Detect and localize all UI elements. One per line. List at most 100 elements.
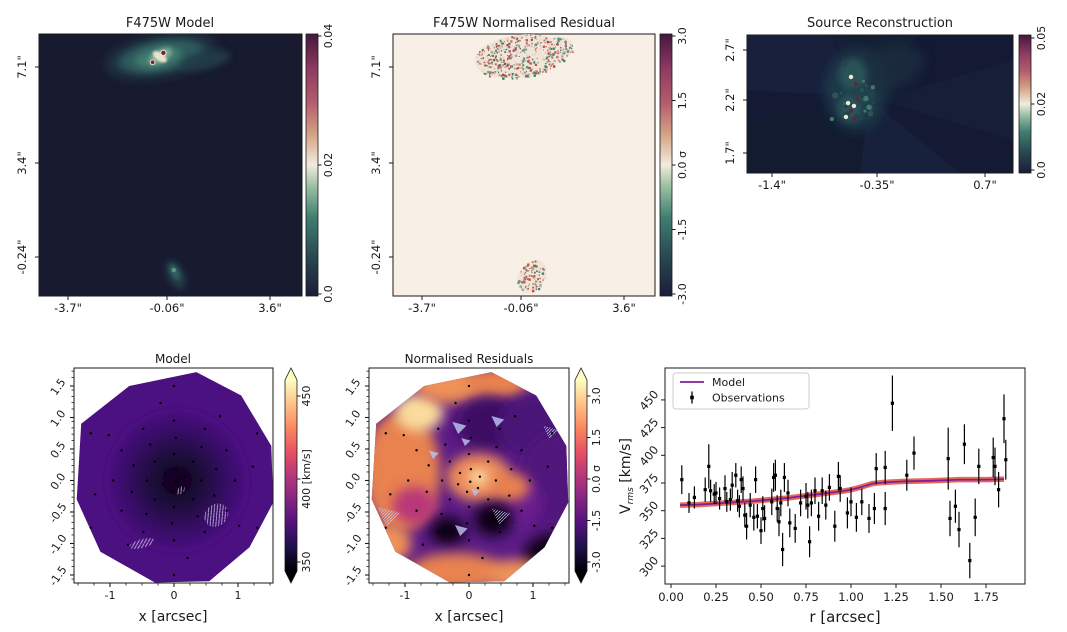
speckle: [524, 266, 527, 268]
speckle: [535, 282, 538, 285]
speckle: [506, 64, 510, 67]
panel-frame: [392, 33, 656, 297]
speckle: [504, 66, 506, 68]
speckle: [533, 73, 535, 76]
speckle: [554, 62, 557, 65]
speckle: [494, 57, 497, 59]
ylabel-vrms: Vrms [km/s]: [618, 438, 636, 514]
speckle: [486, 64, 488, 67]
speckle: [488, 59, 490, 61]
speckle: [482, 60, 485, 63]
speckle: [496, 51, 499, 54]
speckle: [564, 45, 568, 48]
speckle: [532, 283, 534, 285]
sample-point: [469, 467, 473, 471]
speckle: [534, 40, 538, 43]
speckle: [502, 42, 505, 45]
speckle: [557, 37, 560, 40]
speckle: [505, 65, 508, 68]
sample-point: [107, 433, 110, 437]
speckle: [558, 43, 561, 45]
source-clump: [839, 91, 843, 95]
observation-point: [948, 516, 952, 521]
speckle: [540, 285, 542, 287]
sample-point: [427, 464, 430, 467]
speckle: [487, 71, 489, 74]
speckle: [486, 62, 488, 64]
observation-point: [770, 500, 774, 504]
sample-point: [487, 460, 490, 463]
speckle: [501, 47, 503, 49]
observation-point: [804, 494, 808, 498]
colorbar-tick-label: 0.05: [1035, 26, 1048, 51]
speckle: [534, 45, 537, 47]
speckle: [545, 37, 548, 40]
y-tick-label: 450: [637, 387, 662, 413]
speckle: [506, 52, 508, 54]
speckle: [483, 61, 485, 63]
speckle: [503, 74, 506, 77]
speckle: [531, 66, 534, 69]
sample-point: [467, 505, 471, 509]
speckle: [532, 286, 535, 289]
x-tick-label: -3.7": [54, 301, 82, 315]
speckle: [531, 261, 534, 263]
colorbar-tick-label: 1.5: [590, 429, 603, 447]
observation-point: [793, 526, 797, 531]
speckle: [551, 56, 554, 59]
speckle: [496, 48, 499, 50]
observation-point: [890, 401, 894, 405]
speckle: [505, 44, 508, 46]
speckle: [524, 76, 527, 78]
speckle: [560, 49, 562, 52]
sample-point: [238, 524, 241, 528]
sample-point: [192, 498, 195, 501]
sample-point: [213, 494, 216, 497]
speckle: [511, 55, 513, 57]
speckle: [513, 37, 515, 39]
speckle: [485, 55, 489, 58]
xlabel-kinematics-residuals: x [arcsec]: [435, 609, 504, 625]
speckle: [555, 43, 558, 45]
speckle: [554, 55, 556, 58]
observation-point: [973, 515, 977, 519]
speckle: [518, 280, 521, 283]
speckle: [489, 66, 491, 69]
source-glow: [846, 45, 924, 95]
speckle: [532, 60, 536, 64]
speckle: [543, 60, 545, 62]
y-tick-label: 425: [637, 415, 662, 441]
panel-frame: [664, 367, 1026, 585]
speckle: [520, 280, 522, 283]
speckle: [497, 67, 499, 69]
sample-point: [196, 515, 199, 518]
speckle: [507, 67, 511, 70]
legend-box: [672, 372, 810, 410]
sample-point: [421, 543, 425, 546]
speckle: [488, 53, 490, 56]
sample-point: [415, 509, 418, 512]
observation-point: [680, 478, 684, 482]
observation-point: [993, 464, 997, 468]
speckle: [502, 77, 505, 80]
title-source-reconstruction: Source Reconstruction: [807, 16, 953, 31]
source-clump: [829, 116, 835, 122]
colorbar-outline: [574, 367, 588, 584]
speckle: [553, 60, 556, 63]
speckle: [519, 47, 521, 50]
title-kinematics-model: Model: [155, 352, 191, 366]
speckle: [542, 279, 544, 281]
sample-point: [225, 449, 228, 452]
speckle: [527, 56, 529, 59]
speckle: [527, 263, 530, 266]
speckle: [496, 60, 499, 63]
speckle: [508, 55, 511, 58]
speckle: [513, 64, 515, 66]
speckle: [503, 61, 505, 64]
y-tick-label: 1.5: [48, 376, 69, 398]
speckle: [505, 55, 509, 58]
speckle: [514, 77, 517, 81]
y-tick-label: 0.0: [48, 471, 69, 493]
residual-patch: [488, 559, 546, 583]
sample-point: [172, 505, 176, 509]
